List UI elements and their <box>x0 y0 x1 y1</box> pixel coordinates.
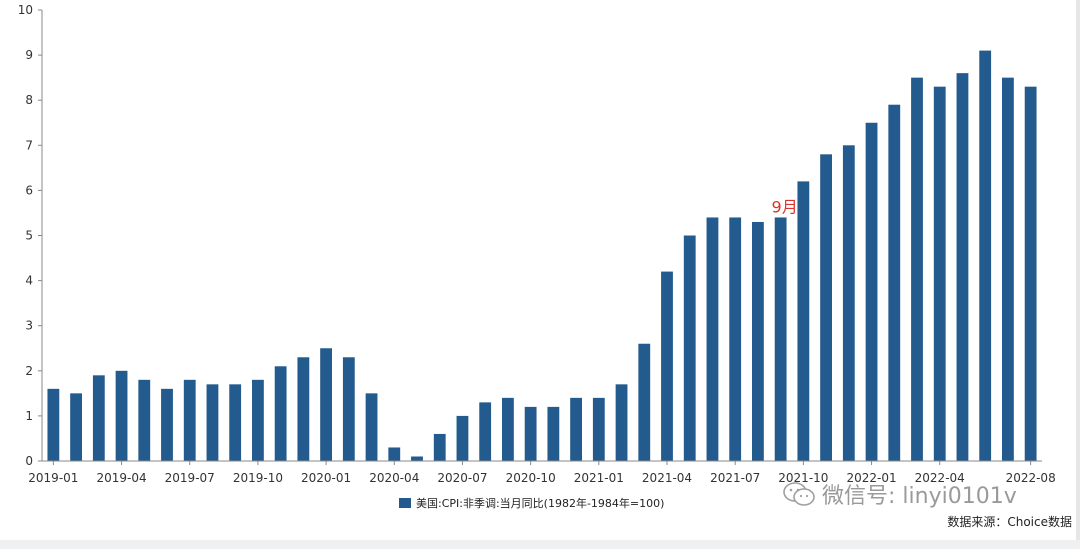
y-tick-label: 3 <box>25 319 33 333</box>
bar <box>365 393 378 461</box>
bar <box>706 217 719 461</box>
bar <box>683 235 696 461</box>
x-tick-label: 2019-01 <box>28 471 78 485</box>
bar <box>661 271 673 461</box>
bar <box>888 104 901 462</box>
x-tick-label: 2019-04 <box>96 471 146 485</box>
bar <box>592 397 605 461</box>
x-tick-label: 2019-07 <box>165 471 215 485</box>
watermark: 微信号: linyi0101v <box>782 478 1017 510</box>
x-tick-label: 2020-04 <box>369 471 419 485</box>
bar <box>456 415 469 461</box>
bar <box>865 122 878 461</box>
watermark-text: 微信号: linyi0101v <box>822 484 1017 509</box>
y-tick-label: 4 <box>25 274 33 288</box>
bar <box>797 181 810 461</box>
bar <box>274 366 287 461</box>
annotation-label: 9月 <box>772 197 798 216</box>
y-tick-label: 5 <box>25 229 33 243</box>
bar <box>570 397 582 461</box>
bar <box>956 73 969 461</box>
bar <box>479 402 492 461</box>
bar <box>842 145 855 462</box>
bar <box>183 379 196 461</box>
x-tick-label: 2021-10 <box>778 471 828 485</box>
x-tick-label: 2022-08 <box>1006 471 1056 485</box>
x-tick-label: 2021-04 <box>642 471 692 485</box>
bar <box>161 388 173 461</box>
legend-swatch <box>399 498 411 508</box>
bar <box>206 384 219 461</box>
annotations: 9月 <box>772 197 798 216</box>
bar <box>502 397 514 461</box>
y-tick-label: 6 <box>25 183 33 197</box>
y-tick-label: 7 <box>25 138 33 152</box>
bar <box>979 50 992 462</box>
bar <box>70 393 82 461</box>
y-tick-label: 1 <box>25 409 33 423</box>
x-tick-label: 2020-10 <box>506 471 556 485</box>
y-tick-label: 10 <box>18 3 33 17</box>
source-note: 数据来源：Choice数据 <box>947 515 1072 529</box>
wechat-icon <box>783 482 815 506</box>
x-axis: 2019-01 2019-04 2019-07 2019-10 2020-01 2020-… <box>28 460 1056 485</box>
bar <box>229 384 242 461</box>
y-tick-label: 9 <box>25 48 33 62</box>
bar <box>933 86 946 462</box>
bar <box>820 154 832 461</box>
bar <box>547 406 560 461</box>
bar <box>320 348 332 461</box>
bar <box>411 456 423 461</box>
bars <box>47 50 1037 462</box>
y-tick-label: 8 <box>25 93 33 107</box>
bar <box>524 406 537 461</box>
bar <box>1024 86 1037 462</box>
bottom-strip <box>0 540 1080 549</box>
bar <box>433 433 446 461</box>
x-tick-label: 2019-10 <box>233 471 283 485</box>
bar <box>729 217 742 461</box>
bar <box>115 370 128 461</box>
legend-label: 美国:CPI:非季调:当月同比(1982年-1984年=100) <box>416 496 664 510</box>
y-tick-label: 2 <box>25 364 33 378</box>
x-tick-label: 2020-01 <box>301 471 351 485</box>
legend: 美国:CPI:非季调:当月同比(1982年-1984年=100) <box>399 496 664 510</box>
x-tick-label: 2021-01 <box>574 471 624 485</box>
y-tick-label: 0 <box>25 454 33 468</box>
bar <box>615 384 628 461</box>
x-tick-label: 2022-01 <box>846 471 896 485</box>
x-tick-label: 2021-07 <box>710 471 760 485</box>
bar <box>911 77 923 462</box>
bar <box>638 343 651 461</box>
bar <box>774 217 787 461</box>
right-strip <box>1076 0 1080 540</box>
bar <box>252 379 264 461</box>
bar <box>47 388 60 461</box>
bar <box>388 447 401 461</box>
x-tick-label: 2022-04 <box>915 471 965 485</box>
bar <box>297 357 310 461</box>
bar <box>752 221 764 461</box>
x-tick-label: 2020-07 <box>437 471 487 485</box>
bar <box>138 379 151 461</box>
bar <box>92 375 105 461</box>
y-axis: 0 1 2 3 4 5 6 7 8 9 10 <box>18 3 43 468</box>
bar <box>342 357 355 461</box>
bar <box>1002 77 1014 462</box>
